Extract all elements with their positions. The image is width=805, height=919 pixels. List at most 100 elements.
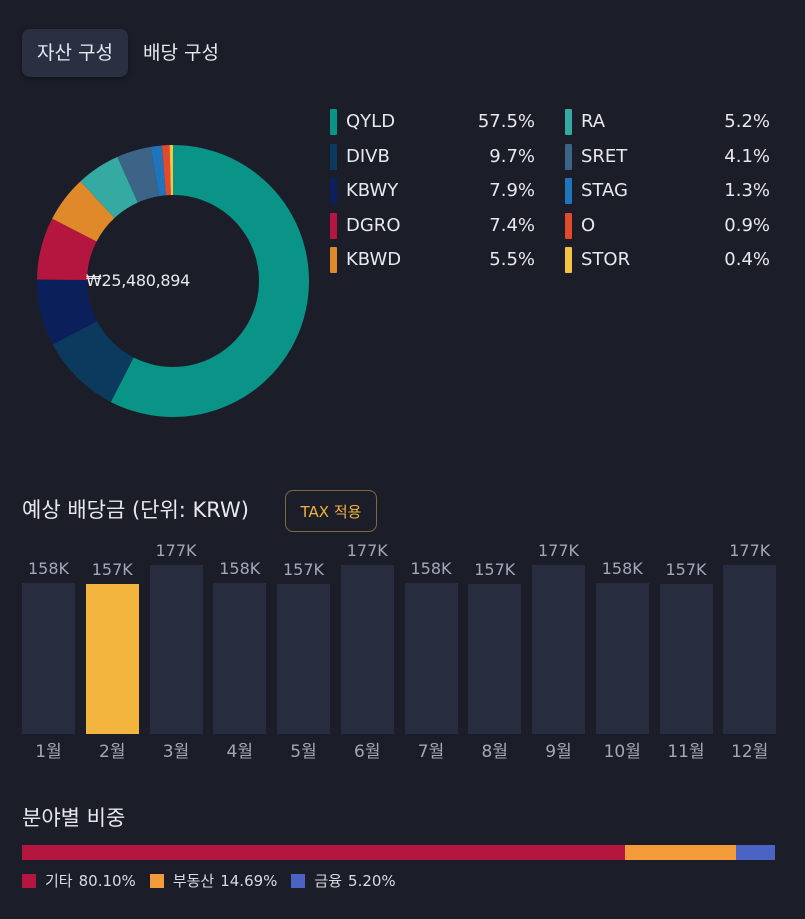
month-bar-column[interactable]: 177K 12월: [723, 541, 777, 768]
month-bar-value: 177K: [729, 541, 771, 560]
month-bar-value: 157K: [282, 560, 325, 579]
legend-item-divb[interactable]: DIVB 9.7%: [330, 143, 535, 178]
donut-slice-stor[interactable]: [169, 145, 173, 196]
legend-item-o[interactable]: O 0.9%: [565, 212, 770, 247]
legend-swatch: [565, 143, 572, 170]
month-bar-column[interactable]: 158K 4월: [213, 548, 267, 768]
legend-item-qyld[interactable]: QYLD 57.5%: [330, 108, 535, 143]
month-label: 8월: [481, 742, 508, 762]
month-bar[interactable]: [340, 565, 394, 734]
sector-legend-item: 기타 80.10%: [22, 870, 136, 891]
month-bar-column[interactable]: 158K 1월: [22, 548, 75, 768]
sector-segment[interactable]: [625, 845, 736, 860]
asset-donut-chart: ₩25,480,894: [36, 144, 310, 418]
tab-asset-composition[interactable]: 자산 구성: [22, 29, 128, 77]
donut-slice-kbwd[interactable]: [52, 181, 115, 242]
month-bar-column[interactable]: 157K 2월: [85, 548, 139, 768]
month-bar-column[interactable]: 157K 11월: [659, 548, 713, 768]
tax-apply-button[interactable]: TAX 적용: [285, 490, 377, 532]
legend-ticker: DIVB: [346, 145, 390, 167]
donut-slice-kbwy[interactable]: [37, 279, 97, 345]
donut-slice-stag[interactable]: [150, 145, 166, 197]
month-bar[interactable]: [277, 584, 330, 734]
month-bar-column[interactable]: 158K 10월: [595, 548, 649, 768]
legend-item-stor[interactable]: STOR 0.4%: [565, 246, 770, 281]
legend-item-kbwy[interactable]: KBWY 7.9%: [330, 177, 535, 212]
month-bar[interactable]: [532, 565, 585, 734]
sector-swatch: [149, 873, 164, 888]
month-bar-column[interactable]: 157K 5월: [277, 548, 330, 768]
sector-segment[interactable]: [22, 845, 626, 860]
donut-slice-sret[interactable]: [117, 146, 159, 203]
month-bar[interactable]: [22, 583, 75, 734]
month-label: 6월: [354, 742, 381, 762]
sector-segment[interactable]: [735, 845, 775, 860]
month-bar-value: 158K: [410, 559, 452, 578]
legend-ticker: DGRO: [346, 214, 401, 236]
legend-ticker: KBWD: [346, 249, 402, 270]
month-bar-value: 177K: [155, 541, 197, 560]
month-bar-column[interactable]: 177K 9월: [532, 541, 585, 768]
sector-legend: 기타 80.10% 부동산 14.69% 금융 5.20%: [22, 870, 410, 891]
legend-ticker: QYLD: [346, 111, 396, 132]
monthly-dividend-chart: 158K 1월 157K 2월 177K 3월 158K 4월 157K 5월 177K 6월 158K…: [22, 541, 777, 768]
legend-swatch: [330, 247, 337, 273]
sector-ratio-bar: [22, 845, 775, 860]
month-bar[interactable]: [85, 584, 139, 734]
legend-ticker: STOR: [581, 249, 631, 270]
donut-slice-ra[interactable]: [80, 156, 138, 218]
sector-name: 기타: [45, 872, 73, 890]
month-label: 5월: [290, 742, 317, 762]
legend-swatch: [330, 143, 337, 170]
legend-item-ra[interactable]: RA 5.2%: [565, 108, 770, 143]
month-bar-column[interactable]: 157K 8월: [468, 548, 522, 768]
legend-swatch: [565, 247, 572, 273]
donut-svg: [37, 145, 309, 417]
legend-ticker: KBWY: [346, 180, 399, 201]
legend-swatch: [330, 212, 337, 239]
donut-slice-dgro[interactable]: [37, 218, 97, 281]
month-bar[interactable]: [659, 584, 713, 734]
month-label: 10월: [603, 742, 641, 762]
legend-swatch: [330, 109, 337, 135]
month-bar[interactable]: [595, 583, 649, 734]
sector-name: 부동산: [172, 872, 215, 890]
legend-percent: 1.3%: [724, 180, 770, 201]
sector-swatch: [22, 873, 36, 888]
month-bar-value: 177K: [537, 541, 580, 560]
donut-slice-divb[interactable]: [52, 321, 134, 402]
month-bar[interactable]: [213, 583, 267, 734]
legend-percent: 0.4%: [724, 249, 770, 270]
donut-slice-o[interactable]: [161, 145, 171, 196]
sector-percent: 80.10%: [78, 871, 136, 890]
month-bar[interactable]: [404, 583, 458, 734]
legend-percent: 4.1%: [724, 145, 770, 167]
month-bar-column[interactable]: 177K 3월: [149, 541, 203, 768]
legend-column-left: QYLD 57.5% DIVB 9.7% KBWY 7.9% DGRO 7.4% KBWD 5.5…: [330, 108, 535, 281]
month-bar[interactable]: [468, 584, 522, 734]
legend-item-stag[interactable]: STAG 1.3%: [565, 177, 770, 212]
legend-percent: 9.7%: [489, 145, 535, 167]
legend-item-dgro[interactable]: DGRO 7.4%: [330, 212, 535, 247]
legend-item-kbwd[interactable]: KBWD 5.5%: [330, 246, 535, 281]
month-label: 4월: [226, 742, 253, 762]
month-label: 7월: [417, 742, 445, 762]
month-label: 11월: [667, 742, 705, 762]
legend-item-sret[interactable]: SRET 4.1%: [565, 143, 770, 178]
legend-swatch: [565, 109, 572, 135]
month-bar[interactable]: [723, 565, 777, 734]
legend-swatch: [565, 212, 572, 239]
month-label: 9월: [545, 742, 572, 762]
month-bar[interactable]: [149, 565, 203, 734]
month-bar-column[interactable]: 158K 7월: [404, 548, 458, 768]
donut-slice-qyld[interactable]: [110, 145, 309, 417]
tab-bar: 자산 구성 배당 구성: [22, 29, 234, 77]
dividend-section-title: 예상 배당금 (단위: KRW): [22, 498, 250, 522]
legend-ticker: STAG: [581, 180, 628, 201]
month-bar-value: 158K: [601, 559, 643, 578]
tab-dividend-composition[interactable]: 배당 구성: [142, 42, 219, 64]
sector-legend-item: 금융 5.20%: [291, 870, 396, 891]
legend-ticker: SRET: [581, 145, 628, 167]
month-label: 1월: [35, 742, 62, 762]
month-bar-column[interactable]: 177K 6월: [340, 541, 394, 768]
